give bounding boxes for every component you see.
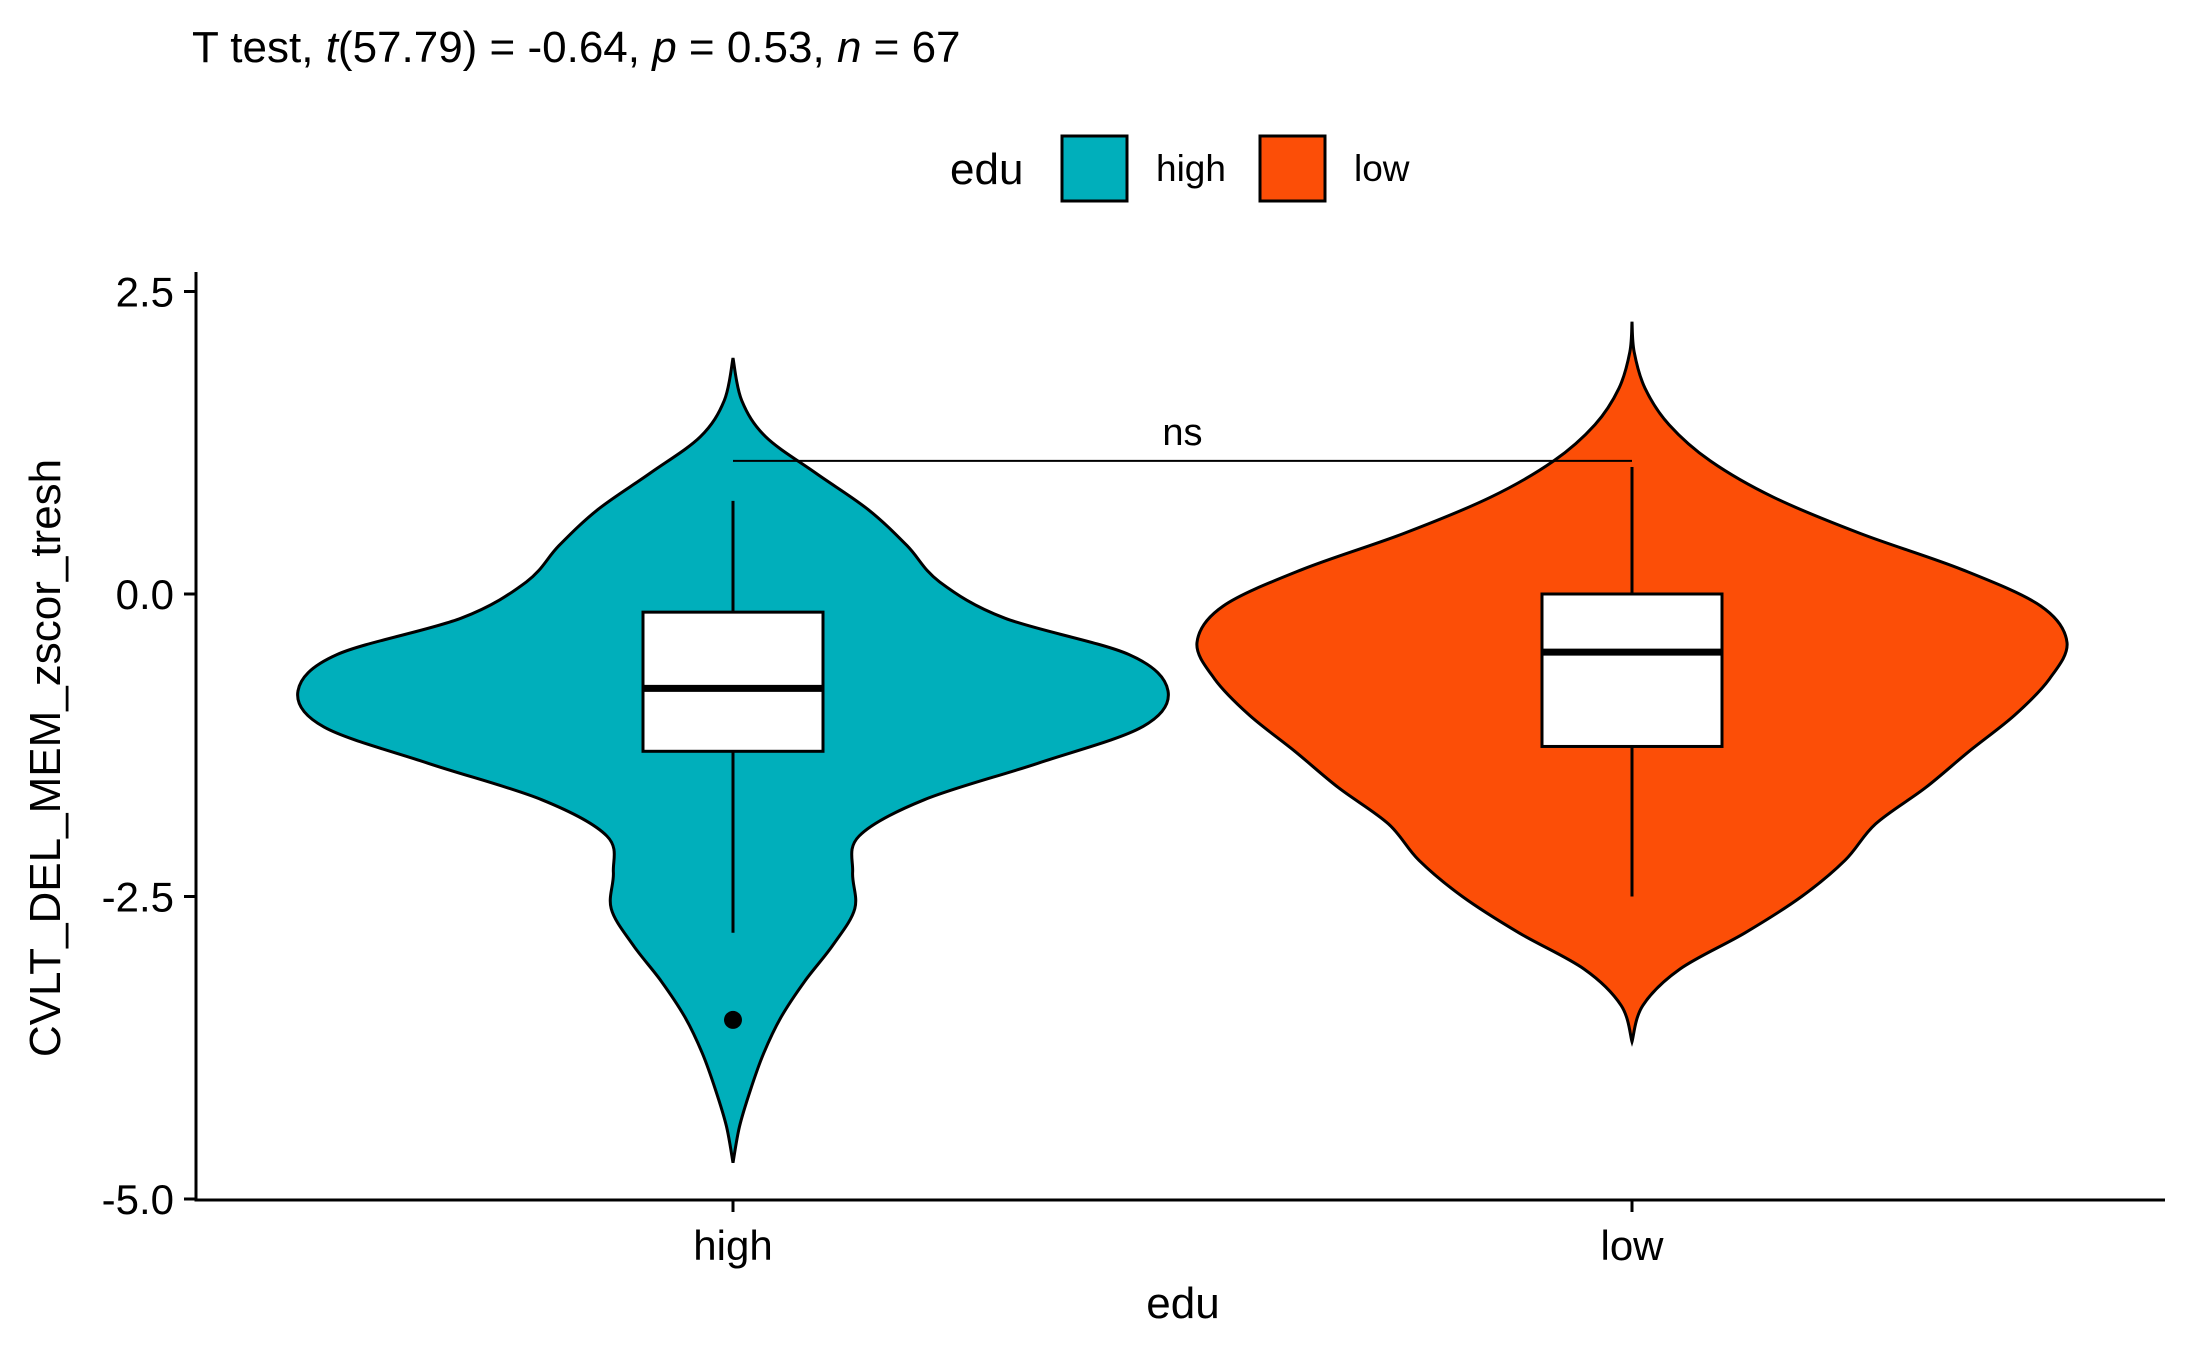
title-prefix: T test,	[192, 23, 326, 72]
y-tick-label-3: -5.0	[102, 1176, 174, 1223]
x-axis-title: edu	[1146, 1279, 1219, 1328]
y-tick-label-1: 0.0	[116, 571, 174, 618]
chart-title: T test, t(57.79) = -0.64, p = 0.53, n = …	[192, 23, 961, 72]
x-ticks: high low	[693, 1200, 1664, 1269]
significance-bracket: ns	[733, 412, 1632, 462]
legend-label-high: high	[1156, 148, 1226, 189]
legend-title: edu	[950, 145, 1023, 194]
legend-swatch-high	[1060, 134, 1129, 203]
significance-label: ns	[1162, 412, 1202, 454]
title-t-symbol: t	[326, 23, 340, 72]
title-n-part: = 67	[861, 23, 960, 72]
legend-swatch-low	[1258, 134, 1327, 203]
title-p-symbol: p	[650, 23, 676, 72]
box-high	[641, 610, 825, 753]
boxplots-layer	[641, 466, 1724, 1029]
legend-label-low: low	[1354, 148, 1410, 189]
legend: edu high low	[950, 134, 1410, 203]
title-n-symbol: n	[837, 23, 861, 72]
outlier-high-0	[724, 1010, 742, 1029]
y-tick-label-0: 2.5	[116, 269, 174, 316]
y-axis-title: CVLT_DEL_MEM_zscor_tresh	[21, 459, 70, 1057]
title-p-part: = 0.53,	[677, 23, 837, 72]
y-ticks: 2.5 0.0 -2.5 -5.0	[102, 269, 196, 1223]
x-tick-label-high: high	[693, 1222, 772, 1269]
axes	[194, 272, 2165, 1202]
title-t-part: (57.79) = -0.64,	[338, 23, 652, 72]
x-tick-label-low: low	[1600, 1222, 1664, 1269]
y-tick-label-2: -2.5	[102, 874, 174, 921]
box-low	[1540, 592, 1724, 748]
